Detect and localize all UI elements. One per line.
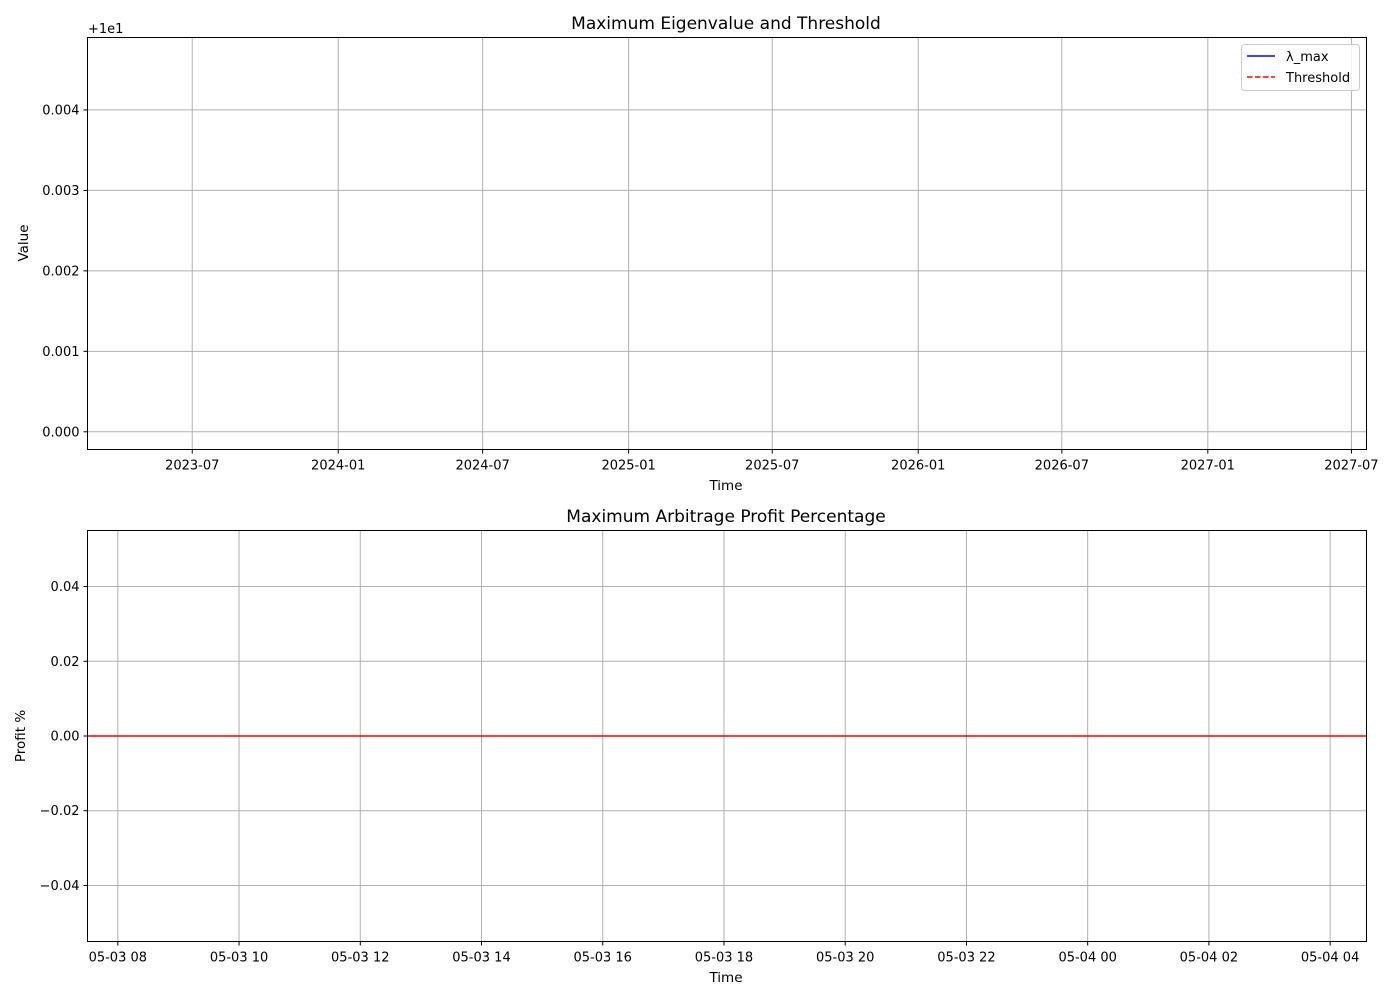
chart-1-y-ticks: 0.000 0.001 0.002 0.003 0.004	[42, 103, 88, 440]
eigenvalue-chart: Maximum Eigenvalue and Threshold +1e1 20…	[16, 14, 1379, 494]
legend-label-lambda-max: λ_max	[1286, 50, 1329, 65]
chart-1-y-offset-text: +1e1	[88, 22, 123, 37]
chart-1-legend: λ_max Threshold	[1241, 44, 1360, 91]
x-tick-label: 2024-07	[455, 459, 509, 474]
x-tick-label: 05-03 22	[937, 951, 995, 966]
x-tick-label: 05-03 14	[452, 951, 510, 966]
x-tick-label: 2025-01	[601, 459, 655, 474]
y-tick-label: 0.001	[42, 345, 79, 360]
y-tick-label: 0.04	[51, 580, 80, 595]
x-tick-label: 05-03 18	[695, 951, 753, 966]
y-tick-label: 0.00	[51, 730, 80, 745]
chart-1-x-ticks: 2023-07 2024-01 2024-07 2025-01 2025-07 2026-…	[165, 449, 1379, 474]
x-tick-label: 2026-07	[1035, 459, 1089, 474]
y-tick-label: 0.02	[51, 655, 80, 670]
y-tick-label: −0.02	[40, 804, 80, 819]
chart-2-y-ticks: −0.04 −0.02 0.00 0.02 0.04	[40, 580, 88, 894]
x-tick-label: 05-04 00	[1058, 951, 1116, 966]
chart-2-y-axis-label: Profit %	[13, 710, 29, 763]
y-tick-label: 0.003	[42, 184, 79, 199]
x-tick-label: 05-03 10	[210, 951, 268, 966]
chart-1-axes-frame	[87, 37, 1367, 450]
x-tick-label: 05-03 12	[331, 951, 389, 966]
chart-2-x-ticks: 05-03 08 05-03 10 05-03 12 05-03 14 05-03 16…	[89, 941, 1359, 966]
x-tick-label: 05-04 04	[1301, 951, 1359, 966]
y-tick-label: 0.002	[42, 264, 79, 279]
x-tick-label: 2026-01	[891, 459, 945, 474]
x-tick-label: 05-04 02	[1180, 951, 1238, 966]
x-tick-label: 05-03 08	[89, 951, 147, 966]
chart-1-y-axis-label: Value	[16, 224, 32, 261]
x-tick-label: 05-03 20	[816, 951, 874, 966]
chart-1-title: Maximum Eigenvalue and Threshold	[571, 14, 881, 34]
x-tick-label: 2027-07	[1324, 459, 1378, 474]
arbitrage-profit-chart: Maximum Arbitrage Profit Percentage 05-0…	[13, 507, 1367, 986]
x-tick-label: 2027-01	[1181, 459, 1235, 474]
y-tick-label: 0.004	[42, 103, 79, 118]
y-tick-label: −0.04	[40, 879, 80, 894]
chart-2-x-axis-label: Time	[708, 970, 742, 986]
chart-1-x-axis-label: Time	[708, 478, 742, 494]
x-tick-label: 05-03 16	[574, 951, 632, 966]
chart-1-grid	[87, 37, 1367, 450]
y-tick-label: 0.000	[42, 425, 79, 440]
x-tick-label: 2025-07	[745, 459, 799, 474]
legend-label-threshold: Threshold	[1285, 71, 1350, 86]
chart-2-title: Maximum Arbitrage Profit Percentage	[566, 507, 885, 527]
x-tick-label: 2024-01	[311, 459, 365, 474]
x-tick-label: 2023-07	[165, 459, 219, 474]
